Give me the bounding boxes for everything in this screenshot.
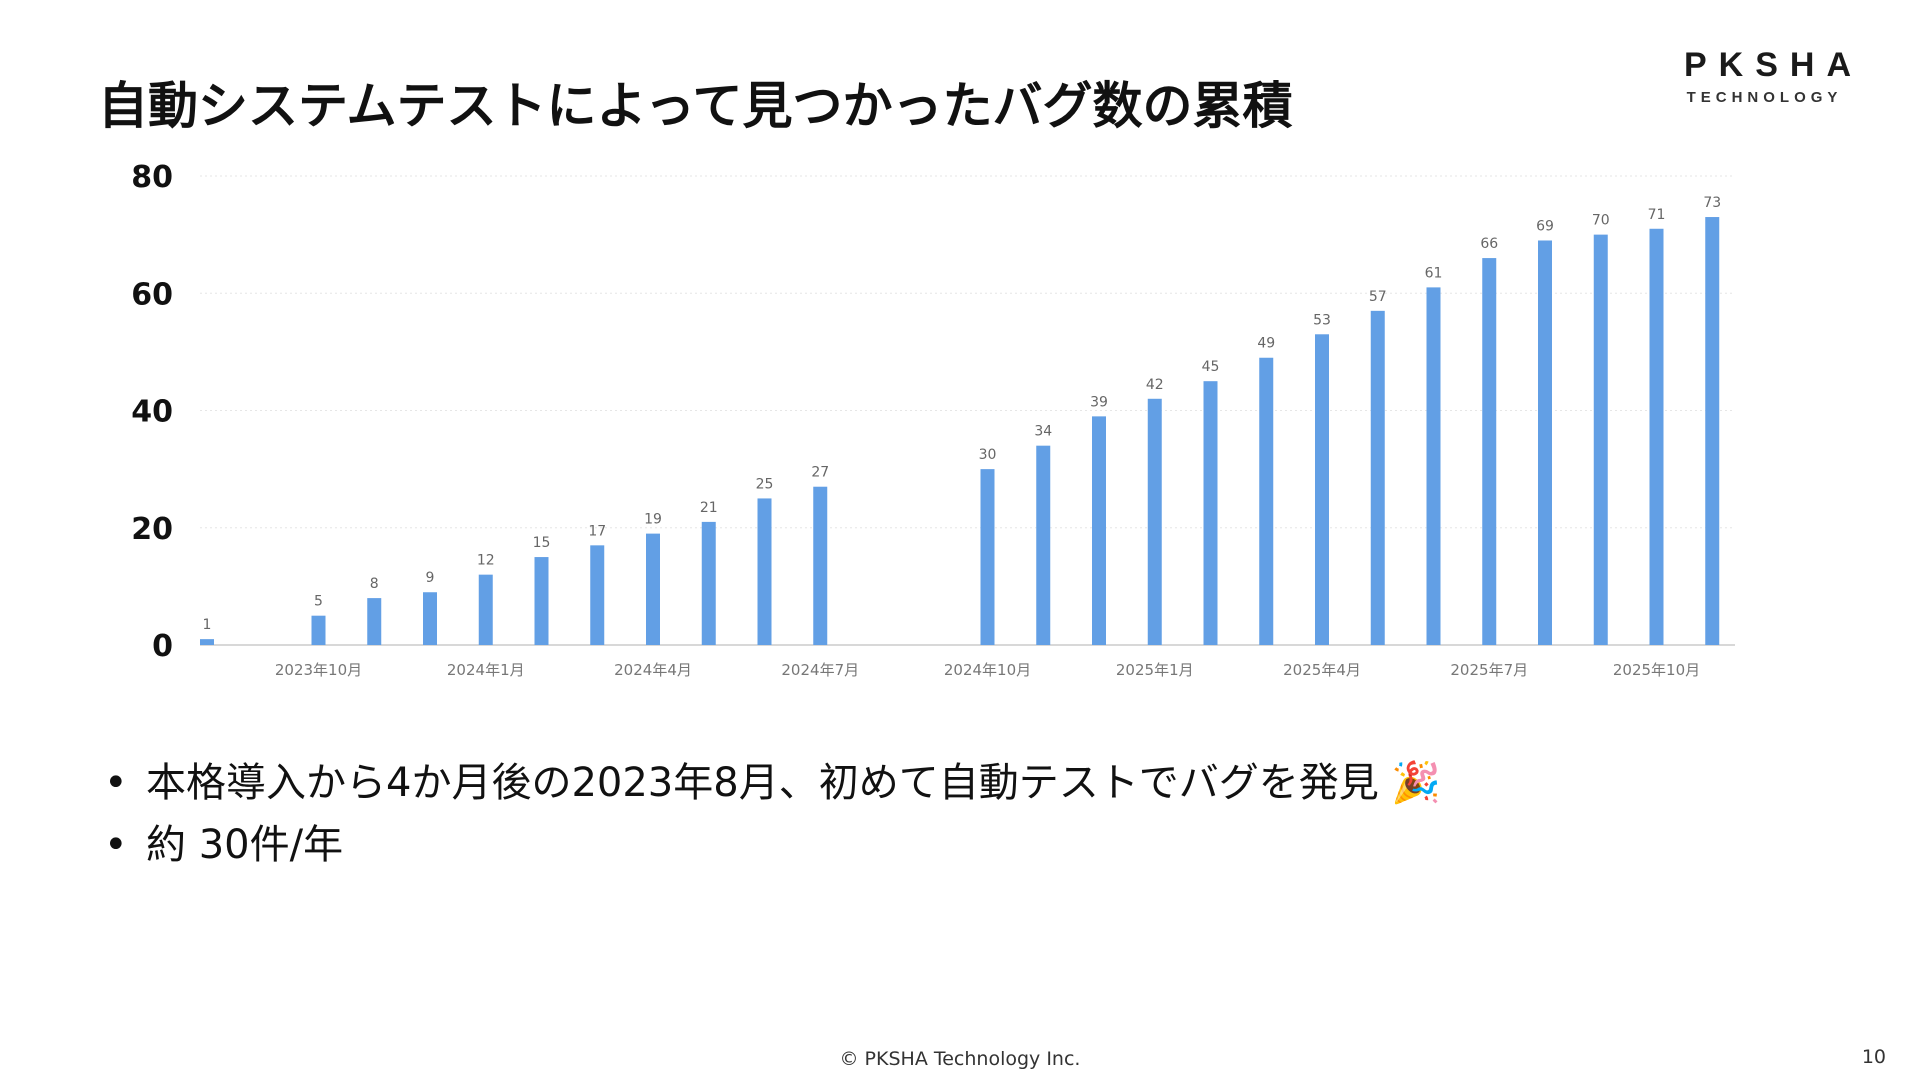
bar xyxy=(1092,416,1106,645)
bar xyxy=(1203,381,1218,645)
data-label: 9 xyxy=(426,570,435,586)
bullet-item: • 約 30件/年 xyxy=(104,814,1441,876)
bar xyxy=(757,498,772,645)
bar xyxy=(980,469,995,645)
y-tick-label: 0 xyxy=(152,629,173,664)
data-label: 1 xyxy=(203,617,212,633)
data-label: 12 xyxy=(477,553,495,569)
data-label: 27 xyxy=(811,465,829,481)
data-label: 5 xyxy=(314,594,323,610)
data-label: 25 xyxy=(756,476,774,492)
bar xyxy=(1593,234,1608,645)
bars xyxy=(200,217,1720,646)
bar xyxy=(478,574,493,645)
slide-title: 自動システムテストによって見つかったバグ数の累積 xyxy=(98,77,1293,135)
bullet-text: 本格導入から4か月後の2023年8月、初めて自動テストでバグを発見 🎉 xyxy=(146,760,1442,806)
bar xyxy=(1482,258,1497,645)
data-labels: 158 9121517192125273034394245495357616669… xyxy=(203,195,1722,633)
bar xyxy=(1315,334,1329,645)
data-label: 45 xyxy=(1202,359,1220,375)
bar xyxy=(1259,357,1274,645)
data-label: 21 xyxy=(700,500,718,516)
bar xyxy=(1538,240,1552,646)
y-tick-label: 80 xyxy=(131,160,173,195)
y-axis-ticks: 0 20 40 60 80 xyxy=(131,160,173,664)
bar xyxy=(367,598,382,645)
copyright-footer: © PKSHA Technology Inc. xyxy=(839,1048,1081,1070)
x-tick-label: 2025年4月 xyxy=(1283,661,1361,679)
bullet-text: 約 30件/年 xyxy=(146,822,344,868)
bar xyxy=(701,521,716,645)
bar xyxy=(646,533,660,645)
x-tick-label: 2023年10月 xyxy=(275,661,362,679)
bar xyxy=(200,639,214,645)
bar xyxy=(1705,217,1720,645)
data-label: 19 xyxy=(644,512,662,528)
data-label: 8 xyxy=(370,576,379,592)
bullet-list: • 本格導入から4か月後の2023年8月、初めて自動テストでバグを発見 🎉 • … xyxy=(104,752,1441,876)
bullet-dot: • xyxy=(104,760,128,806)
bar xyxy=(311,615,326,645)
bullet-item: • 本格導入から4か月後の2023年8月、初めて自動テストでバグを発見 🎉 xyxy=(104,752,1441,814)
x-tick-label: 2025年1月 xyxy=(1116,661,1194,679)
page-number: 10 xyxy=(1861,1046,1886,1068)
data-label: 66 xyxy=(1480,236,1498,252)
data-label: 39 xyxy=(1090,394,1108,410)
bar xyxy=(813,486,828,645)
data-label: 57 xyxy=(1369,289,1387,305)
data-label: 71 xyxy=(1648,207,1666,223)
bar xyxy=(423,592,437,645)
y-tick-label: 20 xyxy=(131,512,173,547)
bullet-dot: • xyxy=(104,822,128,868)
data-label: 15 xyxy=(533,535,551,551)
data-label: 61 xyxy=(1425,265,1443,281)
logo-subtitle: TECHNOLOGY xyxy=(1686,89,1843,106)
x-tick-label: 2025年10月 xyxy=(1613,661,1700,679)
x-axis-ticks: 2023年10月 2024年1月 2024年4月 2024年7月 2024年10月 202… xyxy=(275,661,1700,679)
bar xyxy=(1426,287,1441,645)
x-tick-label: 2024年1月 xyxy=(447,661,525,679)
y-tick-label: 60 xyxy=(131,277,173,312)
data-label: 17 xyxy=(588,523,606,539)
logo-wordmark: PKSHA xyxy=(1684,46,1864,84)
data-label: 49 xyxy=(1257,336,1275,352)
bar xyxy=(1147,398,1162,645)
data-label: 42 xyxy=(1146,377,1164,393)
bar xyxy=(1036,445,1051,645)
x-tick-label: 2025年7月 xyxy=(1450,661,1528,679)
bar xyxy=(1370,310,1385,645)
bar xyxy=(590,545,605,645)
x-tick-label: 2024年4月 xyxy=(614,661,692,679)
data-label: 69 xyxy=(1536,218,1554,234)
x-tick-label: 2024年10月 xyxy=(944,661,1031,679)
data-label: 34 xyxy=(1034,424,1052,440)
pksha-logo: PKSHA TECHNOLOGY xyxy=(1672,46,1852,106)
gridlines xyxy=(200,175,1735,646)
data-label: 53 xyxy=(1313,312,1331,328)
y-tick-label: 40 xyxy=(131,395,173,430)
data-label: 70 xyxy=(1592,213,1610,229)
bar xyxy=(534,557,549,645)
bar xyxy=(1649,228,1664,645)
data-label: 30 xyxy=(979,447,997,463)
x-tick-label: 2024年7月 xyxy=(781,661,859,679)
data-label: 73 xyxy=(1703,195,1721,211)
